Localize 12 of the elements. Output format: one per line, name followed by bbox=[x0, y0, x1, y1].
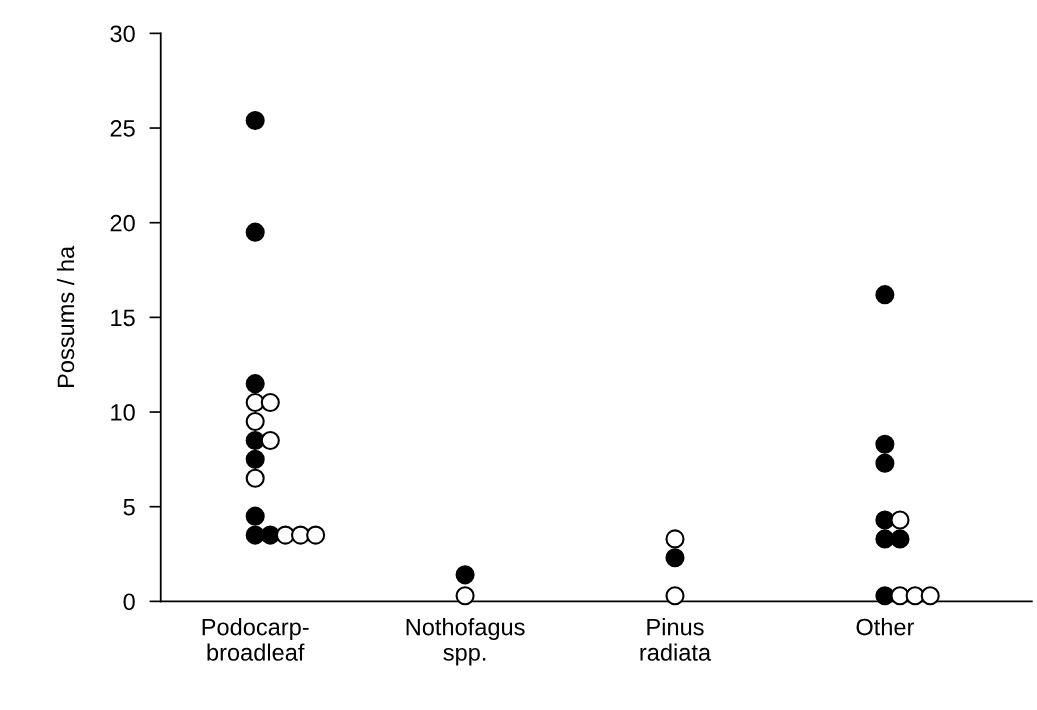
y-tick-label: 0 bbox=[123, 593, 135, 611]
y-tick-label: 20 bbox=[110, 214, 135, 232]
x-tick-label: Pinus radiata bbox=[640, 618, 712, 661]
y-axis-title: Possums / ha bbox=[56, 245, 75, 387]
x-tick-label: Podocarp- broadleaf bbox=[202, 618, 309, 661]
x-tick-label: Nothofagus spp. bbox=[406, 618, 525, 666]
y-tick-label: 5 bbox=[123, 499, 135, 516]
x-tick-label: Other bbox=[856, 618, 915, 636]
y-tick-label: 25 bbox=[110, 120, 135, 137]
y-tick-label: 30 bbox=[110, 25, 135, 43]
y-tick-label: 15 bbox=[111, 309, 135, 327]
y-tick-label: 10 bbox=[111, 404, 135, 421]
